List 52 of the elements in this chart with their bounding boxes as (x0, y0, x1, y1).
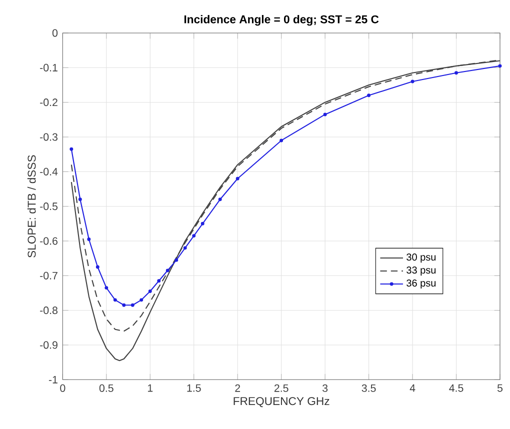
point (122, 303, 126, 307)
point (140, 298, 144, 302)
point (157, 279, 161, 283)
point (367, 94, 371, 98)
y-tick-label: -1 (48, 376, 58, 384)
point (87, 238, 91, 241)
x-tick-label: 5 (497, 384, 503, 392)
y-tick-label: -0.4 (40, 168, 58, 176)
point (70, 147, 74, 151)
y-axis-title: SLOPE: dTB / dSSS (27, 155, 36, 258)
point (192, 234, 196, 238)
y-tick-label: -0.8 (40, 306, 58, 314)
point (78, 198, 82, 202)
y-tick-label: -0.5 (40, 202, 58, 210)
x-tick-label: 4.5 (449, 384, 464, 392)
point (174, 258, 178, 262)
chart-title: Incidence Angle = 0 deg; SST = 25 C (184, 15, 379, 26)
y-tick-label: -0.7 (40, 272, 58, 280)
y-tick-label: -0.9 (40, 341, 58, 349)
legend-label: 30 psu (406, 254, 436, 263)
point (183, 246, 187, 250)
x-tick-label: 3.5 (362, 384, 376, 392)
point (130, 303, 134, 307)
x-tick-label: 2 (235, 384, 240, 392)
y-tick-label: 0 (52, 29, 58, 37)
point (200, 222, 204, 226)
point (113, 298, 117, 302)
x-tick-label: 1 (148, 384, 153, 392)
x-tick-label: 2.5 (274, 384, 288, 392)
legend-label: 33 psu (406, 266, 436, 276)
point (236, 176, 240, 180)
point (323, 112, 327, 116)
point (104, 286, 108, 290)
y-tick-label: -0.3 (40, 133, 58, 141)
point (454, 71, 458, 75)
point (96, 265, 100, 269)
point (410, 80, 414, 84)
x-tick-label: 0 (60, 384, 66, 392)
x-tick-label: 0.5 (99, 384, 114, 392)
y-tick-label: -0.6 (40, 237, 58, 245)
y-tick-label: -0.2 (40, 98, 58, 106)
point (148, 290, 152, 293)
y-tick-label: -0.1 (40, 64, 58, 72)
x-tick-label: 3 (322, 384, 328, 392)
point (280, 138, 284, 142)
point (218, 198, 222, 202)
x-axis-title: FREQUENCY GHz (234, 397, 330, 408)
x-tick-label: 4 (410, 384, 416, 392)
point (498, 64, 502, 68)
point (166, 268, 170, 272)
x-tick-label: 1.5 (187, 384, 201, 392)
legend-label: 36 psu (406, 279, 436, 289)
